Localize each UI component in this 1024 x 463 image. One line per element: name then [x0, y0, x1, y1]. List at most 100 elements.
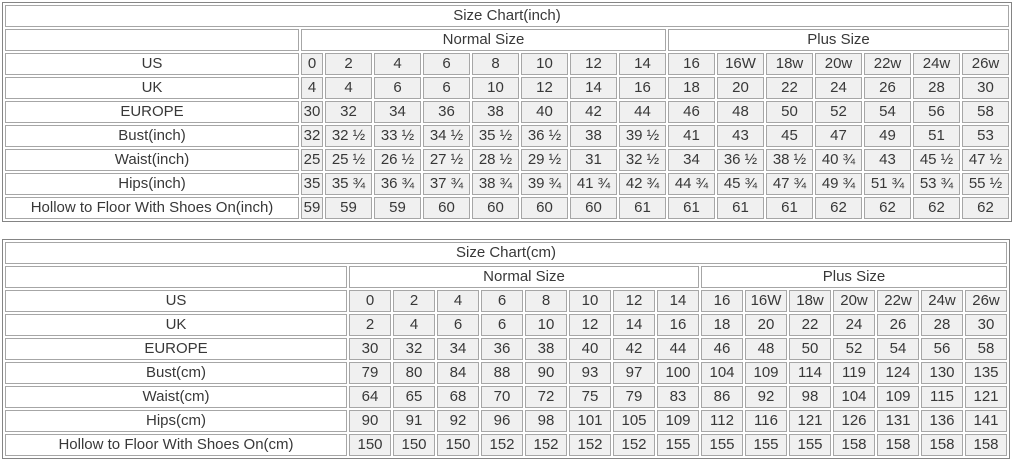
size-value-cell: 4 — [325, 77, 372, 99]
size-value-cell: 150 — [349, 434, 391, 456]
size-value-cell: 68 — [437, 386, 479, 408]
size-chart-cm-table: Size Chart(cm) Normal Size Plus Size US 0… — [2, 239, 1010, 459]
size-value-cell: 34 — [668, 149, 715, 171]
size-value-cell: 12 — [613, 290, 655, 312]
size-value-cell: 34 ½ — [423, 125, 470, 147]
size-value-cell: 83 — [657, 386, 699, 408]
row-label: Waist(cm) — [5, 386, 347, 408]
table-row: EUROPE 30 32 34 36 38 40 42 44 46 48 50 52 54 56 58 — [5, 338, 1007, 360]
size-value-cell: 36 — [481, 338, 523, 360]
size-value-cell: 27 ½ — [423, 149, 470, 171]
size-value-cell: 56 — [913, 101, 960, 123]
size-value-cell: 131 — [877, 410, 919, 432]
normal-size-header: Normal Size — [349, 266, 699, 288]
size-value-cell: 45 — [766, 125, 813, 147]
size-value-cell: 46 — [668, 101, 715, 123]
size-value-cell: 62 — [815, 197, 862, 219]
size-value-cell: 88 — [481, 362, 523, 384]
size-value-cell: 50 — [766, 101, 813, 123]
size-value-cell: 158 — [965, 434, 1007, 456]
size-value-cell: 152 — [481, 434, 523, 456]
size-value-cell: 61 — [766, 197, 813, 219]
size-value-cell: 51 — [913, 125, 960, 147]
size-value-cell: 41 — [668, 125, 715, 147]
table-row: Hips(inch) 35 35 ¾ 36 ¾ 37 ¾ 38 ¾ 39 ¾ 41 ¾ 42 ¾… — [5, 173, 1009, 195]
size-chart-inch-table: Size Chart(inch) Normal Size Plus Size U… — [2, 2, 1012, 222]
size-value-cell: 93 — [569, 362, 611, 384]
size-value-cell: 91 — [393, 410, 435, 432]
size-value-cell: 64 — [349, 386, 391, 408]
plus-size-header: Plus Size — [668, 29, 1009, 51]
size-value-cell: 46 — [701, 338, 743, 360]
size-value-cell: 29 ½ — [521, 149, 568, 171]
size-value-cell: 35 ¾ — [325, 173, 372, 195]
size-value-cell: 49 — [864, 125, 911, 147]
size-value-cell: 92 — [745, 386, 787, 408]
size-value-cell: 10 — [569, 290, 611, 312]
size-value-cell: 2 — [325, 53, 372, 75]
size-value-cell: 60 — [423, 197, 470, 219]
size-value-cell: 90 — [349, 410, 391, 432]
size-value-cell: 104 — [701, 362, 743, 384]
size-value-cell: 42 ¾ — [619, 173, 666, 195]
size-value-cell: 42 — [570, 101, 617, 123]
size-value-cell: 8 — [525, 290, 567, 312]
size-value-cell: 44 ¾ — [668, 173, 715, 195]
row-label: Bust(cm) — [5, 362, 347, 384]
size-value-cell: 6 — [437, 314, 479, 336]
size-value-cell: 12 — [570, 53, 617, 75]
size-value-cell: 158 — [921, 434, 963, 456]
size-value-cell: 53 ¾ — [913, 173, 960, 195]
size-value-cell: 25 ½ — [325, 149, 372, 171]
size-value-cell: 59 — [301, 197, 323, 219]
row-label: EUROPE — [5, 101, 299, 123]
size-value-cell: 98 — [525, 410, 567, 432]
size-value-cell: 40 — [521, 101, 568, 123]
size-value-cell: 6 — [423, 77, 470, 99]
row-label: Waist(inch) — [5, 149, 299, 171]
size-value-cell: 158 — [877, 434, 919, 456]
size-value-cell: 58 — [965, 338, 1007, 360]
size-value-cell: 14 — [657, 290, 699, 312]
size-value-cell: 60 — [472, 197, 519, 219]
size-value-cell: 26w — [962, 53, 1009, 75]
size-value-cell: 12 — [521, 77, 568, 99]
size-value-cell: 4 — [301, 77, 323, 99]
size-value-cell: 43 — [864, 149, 911, 171]
size-value-cell: 54 — [864, 101, 911, 123]
size-value-cell: 48 — [745, 338, 787, 360]
size-value-cell: 48 — [717, 101, 764, 123]
size-value-cell: 155 — [701, 434, 743, 456]
size-value-cell: 109 — [745, 362, 787, 384]
size-value-cell: 45 ½ — [913, 149, 960, 171]
size-value-cell: 30 — [301, 101, 323, 123]
size-value-cell: 50 — [789, 338, 831, 360]
size-value-cell: 32 ½ — [619, 149, 666, 171]
size-value-cell: 20w — [833, 290, 875, 312]
size-value-cell: 109 — [657, 410, 699, 432]
size-value-cell: 126 — [833, 410, 875, 432]
size-value-cell: 24w — [913, 53, 960, 75]
row-label: US — [5, 290, 347, 312]
size-value-cell: 28 ½ — [472, 149, 519, 171]
size-value-cell: 97 — [613, 362, 655, 384]
size-value-cell: 10 — [521, 53, 568, 75]
size-value-cell: 72 — [525, 386, 567, 408]
size-value-cell: 115 — [921, 386, 963, 408]
size-value-cell: 26w — [965, 290, 1007, 312]
size-value-cell: 24w — [921, 290, 963, 312]
size-value-cell: 152 — [569, 434, 611, 456]
size-value-cell: 35 ½ — [472, 125, 519, 147]
size-value-cell: 45 ¾ — [717, 173, 764, 195]
table-title-row: Size Chart(inch) — [5, 5, 1009, 27]
size-value-cell: 6 — [481, 290, 523, 312]
size-value-cell: 114 — [789, 362, 831, 384]
size-value-cell: 24 — [815, 77, 862, 99]
size-value-cell: 116 — [745, 410, 787, 432]
row-label: Bust(inch) — [5, 125, 299, 147]
size-value-cell: 36 ½ — [717, 149, 764, 171]
size-value-cell: 44 — [657, 338, 699, 360]
size-value-cell: 28 — [913, 77, 960, 99]
